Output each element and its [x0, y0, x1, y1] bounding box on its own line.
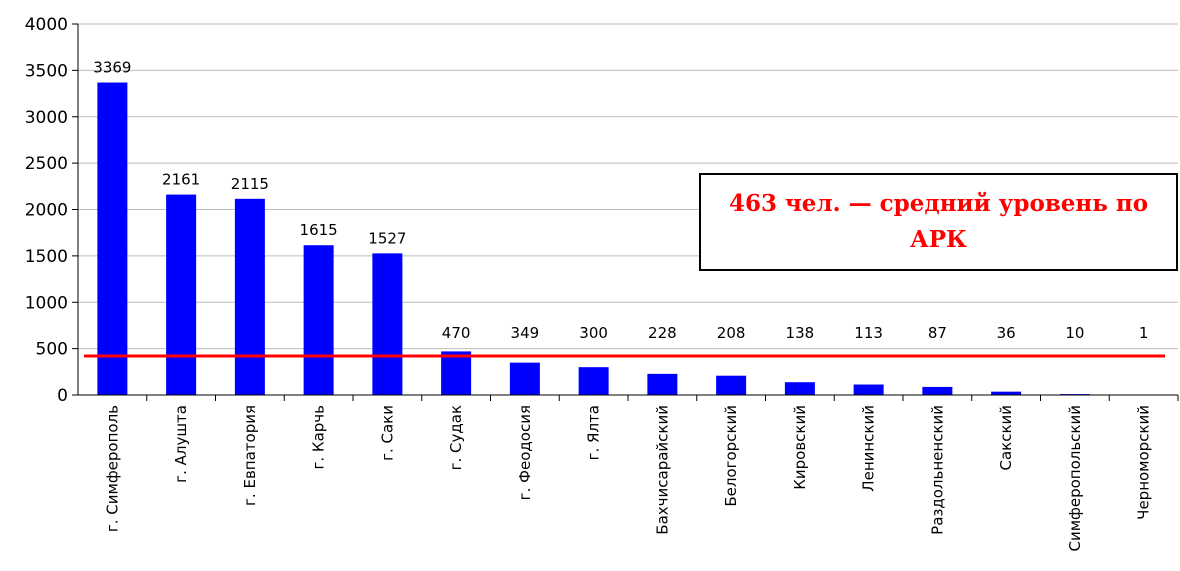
- category-label: Сакский: [997, 405, 1015, 471]
- category-label: г. Судак: [447, 405, 465, 470]
- data-label: 1527: [368, 229, 406, 247]
- bar: [716, 375, 747, 395]
- category-label: г. Карчь: [310, 405, 328, 469]
- category-label: г. Евпатория: [241, 405, 259, 506]
- category-label: г. Симферополь: [103, 405, 121, 532]
- y-tick-label: 2500: [25, 154, 68, 174]
- y-axis: 0 500 1000 1500 2000 2500 3000 3500 4000: [25, 15, 79, 406]
- average-annotation-text: 463 чел. — средний уровень по АРК: [728, 190, 1149, 253]
- bar: [97, 82, 128, 395]
- bar: [303, 245, 334, 395]
- bar: [166, 194, 197, 395]
- y-tick-label: 3500: [25, 61, 68, 81]
- data-label: 3369: [93, 59, 131, 77]
- category-label: Раздольненский: [928, 405, 946, 535]
- data-label: 2115: [231, 175, 269, 193]
- data-label: 36: [997, 324, 1016, 342]
- data-label: 470: [442, 324, 471, 342]
- y-tick-label: 3000: [25, 108, 68, 128]
- bar: [647, 373, 678, 395]
- y-tick-label: 500: [36, 340, 68, 360]
- category-label: г. Феодосия: [516, 405, 534, 500]
- data-label: 87: [928, 324, 947, 342]
- data-label: 113: [854, 324, 883, 342]
- y-tick-label: 2000: [25, 201, 68, 221]
- y-tick-label: 1500: [25, 247, 68, 267]
- bar: [784, 382, 815, 395]
- category-label: Белогорский: [722, 405, 740, 507]
- data-label: 300: [579, 324, 608, 342]
- category-label: Черноморский: [1135, 405, 1153, 520]
- y-tick-label: 0: [57, 386, 68, 406]
- bar: [578, 367, 609, 395]
- category-label: г. Ялта: [585, 405, 603, 460]
- bar: [372, 253, 403, 395]
- bar: [234, 198, 265, 395]
- category-label: г. Алушта: [172, 405, 190, 483]
- category-label: Симферопольский: [1066, 405, 1084, 552]
- bar: [441, 351, 472, 395]
- bar: [509, 362, 540, 395]
- data-label: 228: [648, 324, 677, 342]
- data-label: 1: [1139, 324, 1149, 342]
- data-label: 10: [1065, 324, 1084, 342]
- category-label: г. Саки: [378, 405, 396, 461]
- bar: [853, 384, 884, 395]
- average-annotation-box: 463 чел. — средний уровень по АРК: [699, 173, 1178, 271]
- category-label: Кировский: [791, 405, 809, 490]
- data-label: 2161: [162, 171, 200, 189]
- category-label: Ленинский: [860, 405, 878, 492]
- data-label: 349: [511, 324, 540, 342]
- data-label: 138: [786, 324, 815, 342]
- category-label: Бахчисарайский: [653, 405, 671, 535]
- bar: [991, 391, 1022, 395]
- y-tick-label: 1000: [25, 293, 68, 313]
- data-label: 1615: [300, 221, 338, 239]
- y-tick-label: 4000: [25, 15, 68, 35]
- x-axis: г. Симферополь г. Алушта г. Евпатория г. Ка…: [78, 394, 1179, 552]
- data-label: 208: [717, 324, 746, 342]
- bar: [922, 386, 953, 395]
